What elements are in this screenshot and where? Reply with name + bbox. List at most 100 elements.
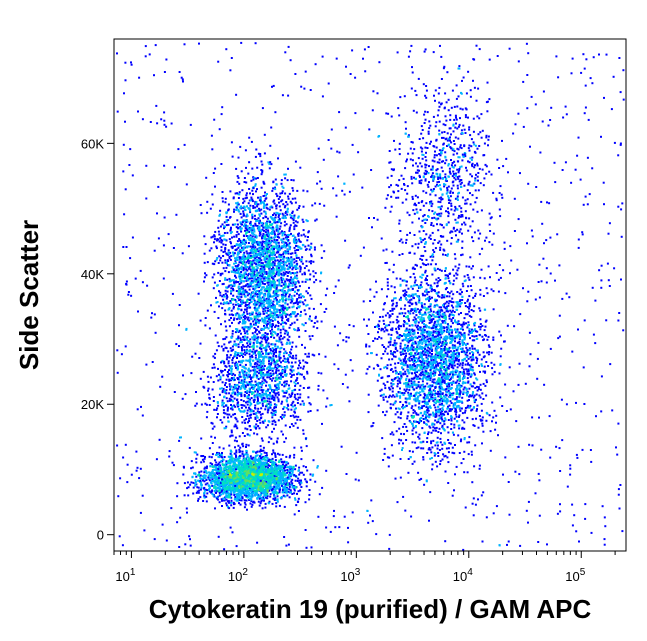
scatter-point xyxy=(224,475,227,478)
scatter-point xyxy=(253,288,256,291)
scatter-point xyxy=(230,501,233,504)
scatter-point xyxy=(286,264,288,267)
scatter-point xyxy=(240,223,243,226)
scatter-point xyxy=(262,469,265,472)
scatter-point xyxy=(300,486,303,488)
scatter-point xyxy=(246,278,249,280)
scatter-point xyxy=(238,502,240,505)
scatter-point xyxy=(280,262,283,265)
scatter-point xyxy=(255,203,257,205)
scatter-point xyxy=(208,484,210,487)
scatter-point xyxy=(300,247,303,250)
scatter-point xyxy=(252,259,255,262)
scatter-point xyxy=(285,278,288,281)
scatter-point xyxy=(257,259,260,262)
scatter-point xyxy=(199,496,202,499)
scatter-point xyxy=(275,351,277,354)
scatter-point xyxy=(309,273,312,276)
scatter-point xyxy=(308,248,311,251)
scatter-point xyxy=(252,500,255,503)
scatter-point xyxy=(273,248,275,250)
scatter-point xyxy=(274,343,277,346)
scatter-point xyxy=(265,322,267,325)
scatter-point xyxy=(268,257,271,260)
scatter-point xyxy=(264,225,267,228)
scatter-point xyxy=(271,263,274,266)
scatter-point xyxy=(281,190,284,193)
scatter-point xyxy=(294,249,297,252)
scatter-point xyxy=(308,489,311,491)
scatter-point xyxy=(281,308,284,311)
scatter-point xyxy=(224,337,227,340)
scatter-point xyxy=(261,465,264,468)
scatter-point xyxy=(293,214,296,217)
scatter-point xyxy=(225,498,228,501)
scatter-point xyxy=(287,466,289,469)
scatter-point xyxy=(293,246,296,249)
scatter-point xyxy=(262,253,265,256)
scatter-point xyxy=(260,453,263,456)
scatter-point xyxy=(268,254,271,257)
scatter-point xyxy=(200,212,203,215)
scatter-point xyxy=(300,481,303,484)
scatter-point xyxy=(215,239,218,242)
scatter-point xyxy=(249,224,252,227)
scatter-point xyxy=(292,288,295,290)
scatter-point xyxy=(265,233,268,236)
scatter-point xyxy=(283,312,286,314)
scatter-point xyxy=(266,286,269,289)
scatter-point xyxy=(290,202,293,205)
scatter-point xyxy=(240,261,243,264)
scatter-point xyxy=(222,473,225,476)
scatter-point xyxy=(269,310,272,313)
scatter-point xyxy=(246,214,249,217)
scatter-point xyxy=(256,209,259,212)
scatter-point xyxy=(286,260,289,263)
scatter-point xyxy=(231,223,234,226)
scatter-point xyxy=(263,305,265,307)
scatter-point xyxy=(248,457,251,460)
scatter-point xyxy=(293,492,296,495)
scatter-point xyxy=(227,209,230,212)
scatter-point xyxy=(296,249,298,251)
scatter-point xyxy=(271,473,274,476)
scatter-point xyxy=(306,239,309,242)
scatter-point xyxy=(259,455,261,458)
scatter-point xyxy=(294,252,297,254)
scatter-point xyxy=(284,192,287,195)
scatter-point xyxy=(277,322,280,325)
scatter-point xyxy=(236,499,239,502)
scatter-point xyxy=(292,486,295,489)
scatter-point xyxy=(266,220,269,223)
scatter-point xyxy=(273,217,276,220)
scatter-point xyxy=(298,473,301,476)
scatter-point xyxy=(225,358,228,361)
scatter-point xyxy=(255,319,258,322)
scatter-point xyxy=(285,234,288,237)
scatter-point xyxy=(208,327,211,330)
scatter-point xyxy=(247,245,250,248)
scatter-point xyxy=(238,210,241,213)
scatter-point xyxy=(228,444,231,447)
scatter-point xyxy=(263,133,266,136)
scatter-point xyxy=(277,198,280,200)
scatter-point xyxy=(258,247,261,250)
scatter-point xyxy=(225,266,228,269)
scatter-point xyxy=(293,238,295,241)
scatter-point xyxy=(267,281,270,284)
scatter-point xyxy=(284,204,287,207)
scatter-point xyxy=(288,259,291,262)
scatter-point xyxy=(282,325,285,328)
scatter-point xyxy=(259,255,262,258)
scatter-point xyxy=(222,447,225,450)
scatter-point xyxy=(238,261,241,264)
scatter-point xyxy=(249,204,252,207)
scatter-point xyxy=(225,220,228,223)
scatter-point xyxy=(307,269,310,272)
scatter-point xyxy=(266,265,269,268)
scatter-point xyxy=(295,357,298,360)
scatter-point xyxy=(264,234,267,237)
scatter-point xyxy=(203,261,206,264)
scatter-point xyxy=(277,328,280,331)
scatter-point xyxy=(271,284,274,287)
